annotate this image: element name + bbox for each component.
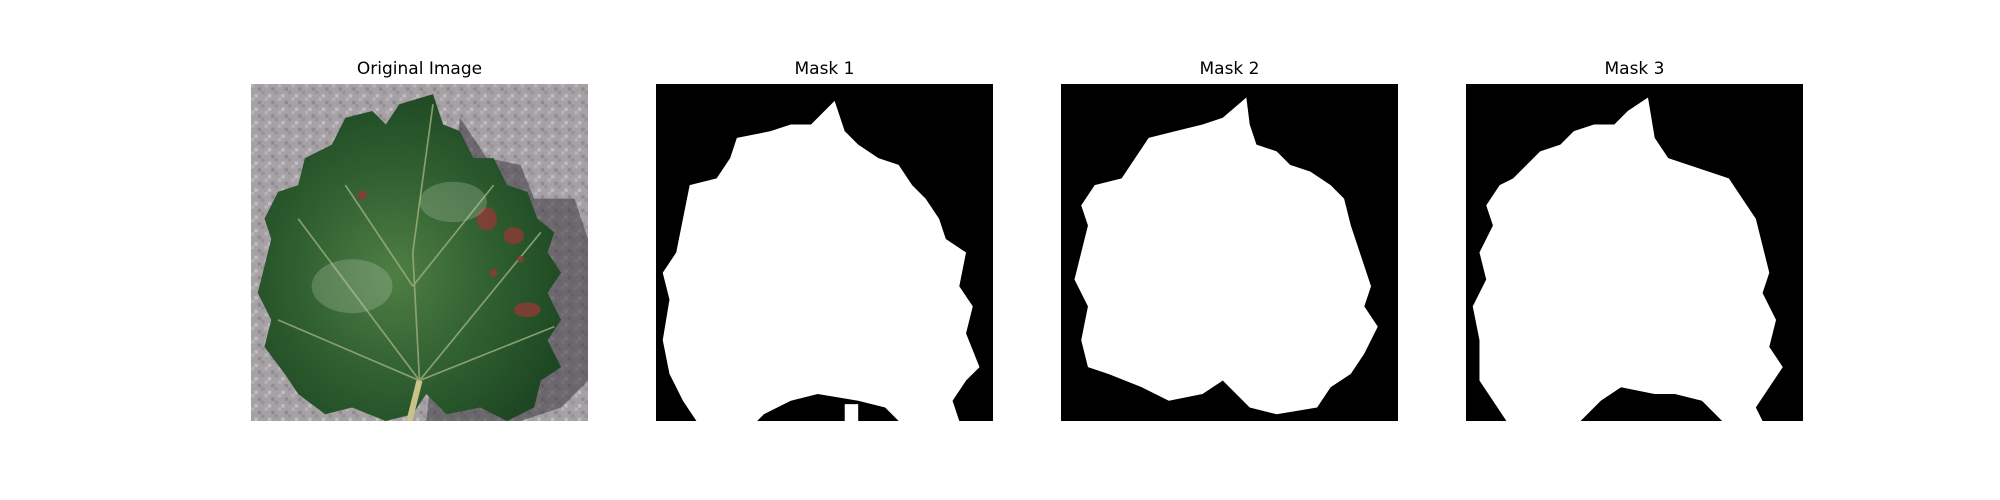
mask-fragment [844, 404, 859, 421]
mask-image [656, 84, 993, 421]
panel-mask-3: Mask 3 [1466, 58, 1803, 424]
mask-image [1061, 84, 1398, 421]
panel-mask-2: Mask 2 [1061, 58, 1398, 424]
leaf-lesions [357, 190, 541, 318]
leaf-highlights [311, 181, 487, 314]
mask-3-svg [1466, 84, 1803, 421]
leaf-body [257, 94, 562, 421]
panel-title: Mask 1 [794, 59, 855, 79]
panel-title: Mask 2 [1199, 59, 1260, 79]
leaf-photo-svg [251, 84, 588, 421]
mask-1-svg [656, 84, 993, 421]
mask-image [1466, 84, 1803, 421]
panel-original-image: Original Image [251, 58, 588, 424]
panel-mask-1: Mask 1 [656, 58, 993, 424]
mask-foreground [1472, 97, 1783, 421]
mask-foreground [1074, 97, 1378, 415]
leaf-photo [251, 84, 588, 421]
leaf-stem [406, 379, 423, 421]
panel-title: Original Image [356, 59, 483, 79]
mask-foreground [662, 100, 980, 421]
panel-title: Mask 3 [1604, 59, 1665, 79]
mask-2-svg [1061, 84, 1398, 421]
